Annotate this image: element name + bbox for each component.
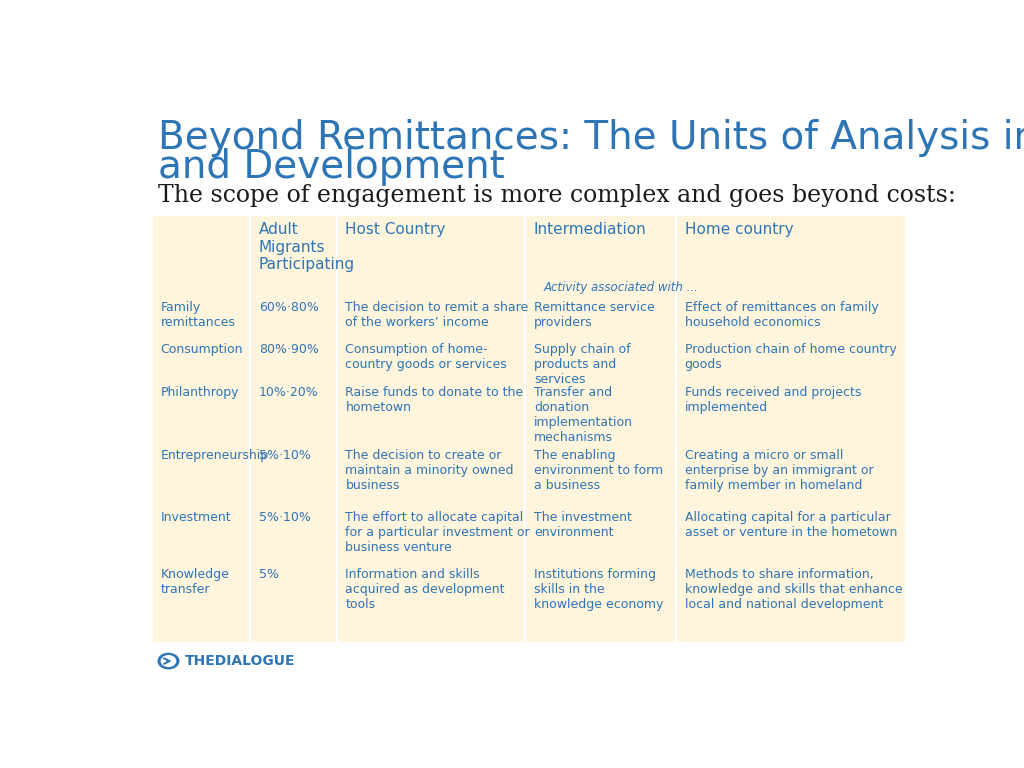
Bar [251, 280, 336, 296]
Text: The decision to remit a share
of the workers’ income: The decision to remit a share of the wor… [345, 301, 528, 329]
Bar [526, 217, 675, 280]
Text: 10%·20%: 10%·20% [259, 386, 318, 399]
Bar [677, 381, 905, 444]
Bar [338, 337, 524, 381]
Text: THEDIALOGUE: THEDIALOGUE [185, 654, 296, 668]
Bar [251, 506, 336, 562]
Bar [677, 562, 905, 642]
Bar [338, 381, 524, 444]
Bar [338, 562, 524, 642]
Text: 60%·80%: 60%·80% [259, 301, 318, 314]
Bar [526, 506, 675, 562]
Bar [251, 296, 336, 337]
Bar [338, 280, 524, 296]
Text: Investment: Investment [161, 511, 231, 525]
Text: The enabling
environment to form
a business: The enabling environment to form a busin… [534, 449, 664, 492]
Text: Creating a micro or small
enterprise by an immigrant or
family member in homelan: Creating a micro or small enterprise by … [685, 449, 873, 492]
Text: The investment
environment: The investment environment [534, 511, 632, 539]
Text: Philanthropy: Philanthropy [161, 386, 240, 399]
Text: The effort to allocate capital
for a particular investment or
business venture: The effort to allocate capital for a par… [345, 511, 530, 554]
Text: Family
remittances: Family remittances [161, 301, 236, 329]
Text: 5%·10%: 5%·10% [259, 449, 310, 462]
Text: Consumption: Consumption [161, 343, 244, 356]
Text: Intermediation: Intermediation [534, 222, 647, 237]
Bar [153, 381, 249, 444]
Bar [251, 381, 336, 444]
Text: Transfer and
donation
implementation
mechanisms: Transfer and donation implementation mec… [534, 386, 633, 445]
Text: Production chain of home country
goods: Production chain of home country goods [685, 343, 896, 371]
Bar [526, 296, 675, 337]
Bar [677, 444, 905, 506]
Text: Beyond Remittances: The Units of Analysis in Migration: Beyond Remittances: The Units of Analysi… [158, 119, 1024, 157]
Text: Consumption of home-
country goods or services: Consumption of home- country goods or se… [345, 343, 507, 371]
Text: 80%·90%: 80%·90% [259, 343, 318, 356]
Bar [153, 337, 249, 381]
Circle shape [158, 654, 179, 669]
Text: 5%·10%: 5%·10% [259, 511, 310, 525]
Bar [153, 562, 249, 642]
Bar [677, 337, 905, 381]
Bar [677, 280, 905, 296]
Bar [526, 444, 675, 506]
Text: Allocating capital for a particular
asset or venture in the hometown: Allocating capital for a particular asse… [685, 511, 897, 539]
Bar [677, 217, 905, 280]
Text: Entrepreneurship: Entrepreneurship [161, 449, 269, 462]
Bar [526, 562, 675, 642]
Text: Supply chain of
products and
services: Supply chain of products and services [534, 343, 631, 386]
Text: and Development: and Development [158, 148, 505, 187]
Bar [338, 296, 524, 337]
Bar [153, 217, 249, 280]
Text: Funds received and projects
implemented: Funds received and projects implemented [685, 386, 861, 415]
Text: Institutions forming
skills in the
knowledge economy: Institutions forming skills in the knowl… [534, 568, 664, 611]
Text: Host Country: Host Country [345, 222, 445, 237]
Bar [153, 506, 249, 562]
Bar [251, 337, 336, 381]
Bar [677, 296, 905, 337]
Text: 5%: 5% [259, 568, 279, 581]
Bar [338, 444, 524, 506]
Bar [338, 217, 524, 280]
Bar [251, 562, 336, 642]
Text: Methods to share information,
knowledge and skills that enhance
local and nation: Methods to share information, knowledge … [685, 568, 902, 611]
Text: Adult
Migrants
Participating: Adult Migrants Participating [259, 222, 355, 272]
Bar [677, 506, 905, 562]
Bar [526, 381, 675, 444]
Bar [251, 217, 336, 280]
Bar [153, 444, 249, 506]
Text: Activity associated with ...: Activity associated with ... [544, 281, 698, 294]
Text: The decision to create or
maintain a minority owned
business: The decision to create or maintain a min… [345, 449, 514, 492]
Text: Remittance service
providers: Remittance service providers [534, 301, 654, 329]
Text: Knowledge
transfer: Knowledge transfer [161, 568, 229, 596]
Text: Home country: Home country [685, 222, 794, 237]
Text: Raise funds to donate to the
hometown: Raise funds to donate to the hometown [345, 386, 523, 415]
Bar [526, 280, 675, 296]
Circle shape [162, 656, 176, 667]
Bar [251, 444, 336, 506]
Bar [153, 296, 249, 337]
Text: Effect of remittances on family
household economics: Effect of remittances on family househol… [685, 301, 879, 329]
Bar [526, 337, 675, 381]
Bar [153, 280, 249, 296]
Text: Information and skills
acquired as development
tools: Information and skills acquired as devel… [345, 568, 505, 611]
Bar [338, 506, 524, 562]
Text: The scope of engagement is more complex and goes beyond costs:: The scope of engagement is more complex … [158, 184, 956, 207]
